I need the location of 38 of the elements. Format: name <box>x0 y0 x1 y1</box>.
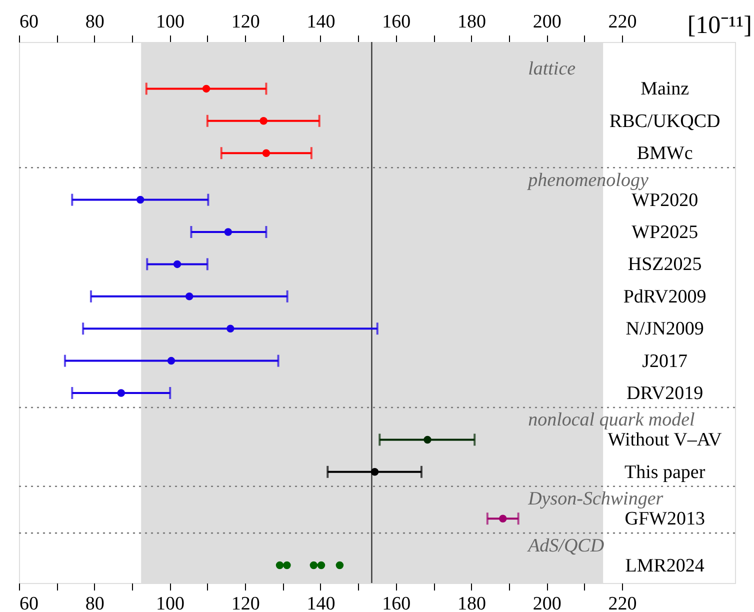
y-tick-label: BMWc <box>636 143 693 164</box>
y-tick-label: RBC/UKQCD <box>609 110 720 132</box>
x-tick-label: 120 <box>231 594 260 612</box>
y-tick-label: Mainz <box>640 78 690 100</box>
y-tick-label: WP2020 <box>632 190 698 211</box>
annotation: Dyson-Schwinger <box>527 488 664 510</box>
x2-tick-label: 160 <box>382 12 411 32</box>
x-tick-label: 200 <box>532 594 562 612</box>
x-tick-label: 220 <box>608 594 637 612</box>
annotation: phenomenology <box>526 170 649 191</box>
y-tick-label: N/JN2009 <box>626 318 704 340</box>
x2-tick-label: 60 <box>20 12 38 32</box>
y-tick-label: LMR2024 <box>625 555 705 576</box>
annotation: AdS/QCD <box>526 535 604 556</box>
x-axis-title: [10⁻¹¹] <box>687 12 752 39</box>
x-tick-label: 80 <box>85 594 104 612</box>
x2-tick-label: 220 <box>608 12 637 32</box>
y-tick-label: J2017 <box>642 350 688 372</box>
x-tick-label: 140 <box>306 594 336 612</box>
x2-tick-label: 200 <box>532 12 562 32</box>
y-tick-label: PdRV2009 <box>623 286 706 308</box>
x-tick-label: 160 <box>382 594 411 612</box>
annotation: lattice <box>528 58 576 80</box>
x-tick-label: 180 <box>457 594 486 612</box>
x2-tick-label: 100 <box>156 12 184 32</box>
x-tick-label: 100 <box>156 594 184 612</box>
x2-tick-label: 80 <box>85 12 104 32</box>
annotation: nonlocal quark model <box>528 410 695 431</box>
y-tick-label: GFW2013 <box>624 508 705 530</box>
y-tick-label: Without V–AV <box>608 430 722 451</box>
x2-tick-label: 140 <box>306 12 336 32</box>
y-tick-label: This paper <box>624 462 706 483</box>
x2-tick-label: 120 <box>231 12 260 32</box>
y-tick-label: HSZ2025 <box>628 254 702 276</box>
x2-tick-label: 180 <box>457 12 486 32</box>
y-tick-label: WP2025 <box>632 222 698 243</box>
y-tick-label: DRV2019 <box>626 383 704 404</box>
x-tick-label: 60 <box>20 594 38 612</box>
